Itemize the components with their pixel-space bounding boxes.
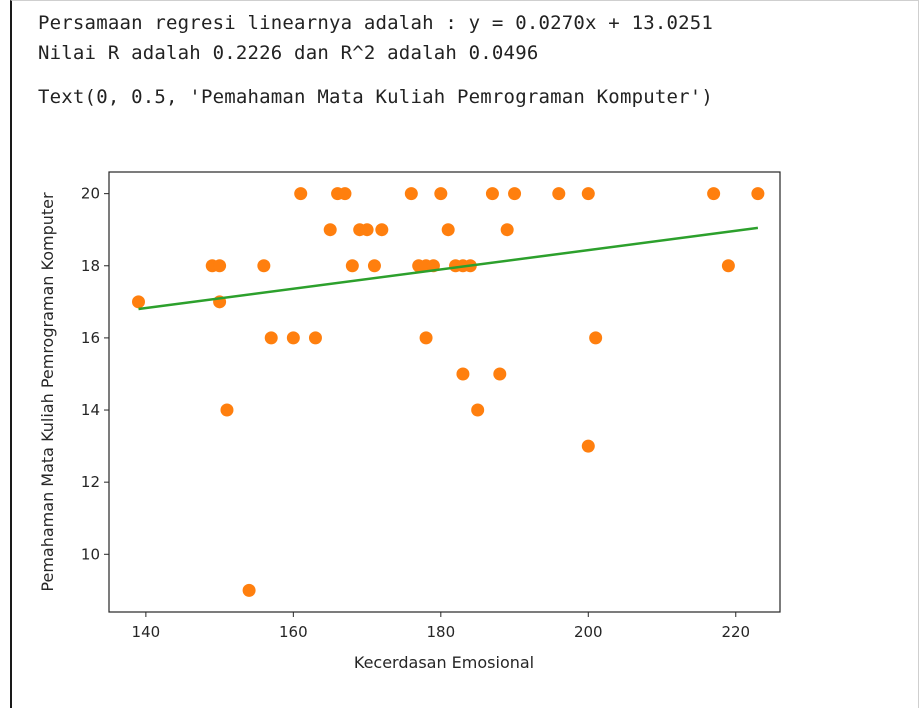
- data-point: [500, 223, 514, 237]
- x-tick-label: 160: [279, 623, 308, 641]
- y-tick-label: 16: [81, 329, 100, 347]
- y-axis-label: Pemahaman Mata Kuliah Pemrograman Komput…: [38, 192, 57, 592]
- data-point: [493, 367, 507, 381]
- notebook-output-cell: [10, 0, 919, 708]
- x-tick-label: 140: [132, 623, 161, 641]
- data-point: [485, 187, 499, 201]
- data-point: [707, 187, 721, 201]
- chart-marks: [131, 187, 765, 597]
- x-tick-label: 220: [721, 623, 750, 641]
- y-tick-label: 10: [81, 545, 100, 563]
- y-tick-label: 20: [81, 185, 100, 203]
- data-point: [508, 187, 522, 201]
- y-axis: 10 12 14 16 18 20: [81, 185, 109, 563]
- data-point: [308, 331, 322, 345]
- data-point: [213, 259, 227, 273]
- data-point: [552, 187, 566, 201]
- x-axis-label: Kecerdasan Emosional: [354, 653, 534, 672]
- data-point: [360, 223, 374, 237]
- data-point: [751, 187, 765, 201]
- plot-frame: [108, 171, 781, 613]
- data-point: [456, 367, 470, 381]
- data-point: [375, 223, 389, 237]
- data-point: [589, 331, 603, 345]
- data-point: [294, 187, 308, 201]
- data-point: [441, 223, 455, 237]
- x-axis: 140 160 180 200 220: [132, 612, 750, 641]
- y-tick-label: 18: [81, 257, 100, 275]
- data-point: [581, 187, 595, 201]
- data-point: [323, 223, 337, 237]
- text-object-repr: Text(0, 0.5, 'Pemahaman Mata Kuliah Pemr…: [38, 86, 714, 108]
- data-point: [581, 439, 595, 453]
- data-point: [434, 187, 448, 201]
- data-point: [345, 259, 359, 273]
- data-point: [286, 331, 300, 345]
- data-point: [367, 259, 381, 273]
- x-tick-label: 180: [426, 623, 455, 641]
- data-point: [471, 403, 485, 417]
- regression-line: [138, 226, 759, 311]
- data-point: [419, 331, 433, 345]
- data-point: [220, 403, 234, 417]
- data-point: [404, 187, 418, 201]
- data-point: [242, 583, 256, 597]
- y-tick-label: 12: [81, 473, 100, 491]
- data-point: [257, 259, 271, 273]
- data-point: [131, 295, 145, 309]
- data-point: [721, 259, 735, 273]
- data-point: [338, 187, 352, 201]
- regression-equation-text: Persamaan regresi linearnya adalah : y =…: [38, 12, 714, 34]
- data-point: [264, 331, 278, 345]
- y-tick-label: 14: [81, 401, 100, 419]
- x-tick-label: 200: [574, 623, 603, 641]
- correlation-text: Nilai R adalah 0.2226 dan R^2 adalah 0.0…: [38, 42, 539, 64]
